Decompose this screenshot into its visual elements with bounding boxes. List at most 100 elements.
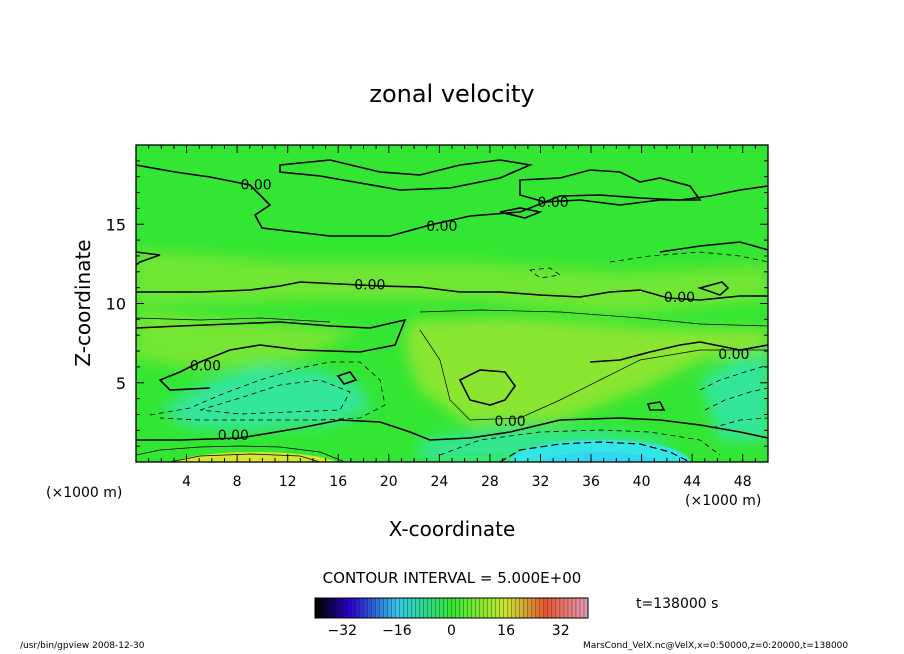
colorbar-swatch: [435, 598, 440, 618]
colorbar-tick-label: −32: [328, 623, 358, 639]
x-axis: 4 8 12 16 20 24 28 32 36 40 44 48: [148, 145, 756, 490]
contour-label: 0.00: [664, 290, 695, 306]
colorbar-swatch: [447, 598, 452, 618]
colorbar-swatch: [475, 598, 480, 618]
colorbar-swatch: [379, 598, 384, 618]
colorbar-swatch: [563, 598, 569, 618]
x-tick-label: 36: [582, 474, 600, 490]
contour-label: 0.00: [426, 219, 457, 235]
colorbar-swatch: [355, 598, 360, 618]
colorbar-swatch: [527, 598, 533, 618]
colorbar-swatch: [439, 598, 444, 618]
contour-dashed-negative-left-2: [199, 379, 351, 415]
colorbar-swatch: [507, 598, 513, 618]
field-positive-band-middle: [405, 318, 768, 425]
colorbar-swatch: [407, 598, 412, 618]
colorbar-swatch: [571, 598, 577, 618]
zero-contour-lower-left: [136, 417, 768, 441]
colorbar-swatch: [531, 598, 537, 618]
colorbar-swatch: [451, 598, 456, 618]
zero-contour-band: [136, 251, 768, 301]
colorbar-swatch: [343, 598, 348, 618]
colorbar-swatch: [539, 598, 545, 618]
colorbar-swatch: [551, 598, 557, 618]
colorbar-swatch: [383, 598, 388, 618]
contour-label: 0.00: [218, 428, 249, 444]
zero-contour-small-loop: [499, 207, 543, 219]
contour-dashed-negative-bottom-2: [439, 429, 721, 456]
velocity-field: [136, 145, 768, 462]
colorbar-swatch: [331, 598, 336, 618]
colorbar-swatch: [419, 598, 424, 618]
zero-contour-middle: [136, 318, 407, 391]
colorbar-swatch: [391, 598, 396, 618]
colorbar-swatch: [319, 598, 324, 618]
colorbar-swatch: [499, 598, 504, 618]
colorbar-swatch: [387, 598, 392, 618]
x-tick-label: 28: [481, 474, 499, 490]
colorbar-swatch: [467, 598, 472, 618]
zero-contour-small-left-loop: [336, 371, 666, 411]
colorbar-tick-label: −16: [382, 623, 412, 639]
colorbar-swatch: [523, 598, 529, 618]
colorbar-swatch: [363, 598, 368, 618]
x-tick-label: 4: [182, 474, 191, 490]
colorbar-swatch: [335, 598, 340, 618]
contour-labels: 0.00 0.00 0.00 0.00 0.00 0.00 0.00 0.00 0.00: [190, 178, 750, 444]
colorbar-swatch: [463, 598, 468, 618]
colorbar-swatch: [371, 598, 376, 618]
contour-interval-text: CONTOUR INTERVAL = 5.000E+00: [323, 569, 582, 587]
colorbar-swatch: [503, 598, 509, 618]
contour-label: 0.00: [538, 195, 569, 211]
colorbar-swatch: [535, 598, 541, 618]
zero-contour-lower-right: [589, 341, 768, 363]
x-unit-label-left: (×1000 m): [46, 485, 122, 501]
field-positive-core: [173, 452, 337, 462]
colorbar-swatch: [399, 598, 404, 618]
contour-dashed-negative-upper: [528, 251, 768, 279]
colorbar-swatch: [515, 598, 521, 618]
colorbar-swatch: [511, 598, 517, 618]
x-tick-label: 24: [430, 474, 448, 490]
colorbar-swatch: [367, 598, 372, 618]
colorbar-swatch: [415, 598, 420, 618]
field-negative-left: [160, 365, 370, 430]
time-label: t=138000 s: [636, 596, 718, 612]
zero-contour-right-loop: [519, 169, 702, 206]
colorbar-swatch: [483, 598, 488, 618]
x-tick-label: 12: [279, 474, 297, 490]
colorbar-swatch: [583, 598, 589, 618]
colorbar-swatch: [579, 598, 585, 618]
colorbar-tick-label: 0: [447, 623, 456, 639]
colorbar-tick-label: 32: [552, 623, 570, 639]
x-tick-label: 48: [734, 474, 752, 490]
zero-contour-middle-loop: [458, 369, 516, 406]
colorbar-swatch: [423, 598, 428, 618]
x-tick-label: 40: [633, 474, 651, 490]
contour-lines: [136, 159, 768, 462]
colorbar-swatch: [315, 598, 320, 618]
colorbar-swatch: [339, 598, 344, 618]
colorbar-swatch: [487, 598, 492, 618]
colorbar-ticks: −32 −16 0 16 32: [328, 623, 570, 639]
y-axis-title: Z-coordinate: [71, 239, 95, 366]
footer-left: /usr/bin/gpview 2008-12-30: [20, 641, 145, 651]
zero-contour-band-right: [659, 241, 768, 296]
contour-label: 0.00: [354, 277, 385, 293]
colorbar-swatch: [359, 598, 364, 618]
colorbar-swatch: [575, 598, 581, 618]
colorbar-swatch: [459, 598, 464, 618]
x-tick-label: 44: [683, 474, 701, 490]
colorbar-swatch: [443, 598, 448, 618]
colorbar-swatch: [491, 598, 496, 618]
colorbar-swatch: [427, 598, 432, 618]
contour-dashed-negative-right: [699, 364, 768, 429]
colorbar-swatch: [411, 598, 416, 618]
zero-contour-upper-loop: [279, 159, 533, 191]
contour-label: 0.00: [718, 347, 749, 363]
y-axis: 5 10 15: [106, 160, 768, 447]
colorbar-swatch: [519, 598, 525, 618]
contour-label: 0.00: [495, 414, 526, 430]
colorbar-swatch: [455, 598, 460, 618]
contour-thin-middle: [419, 329, 768, 421]
